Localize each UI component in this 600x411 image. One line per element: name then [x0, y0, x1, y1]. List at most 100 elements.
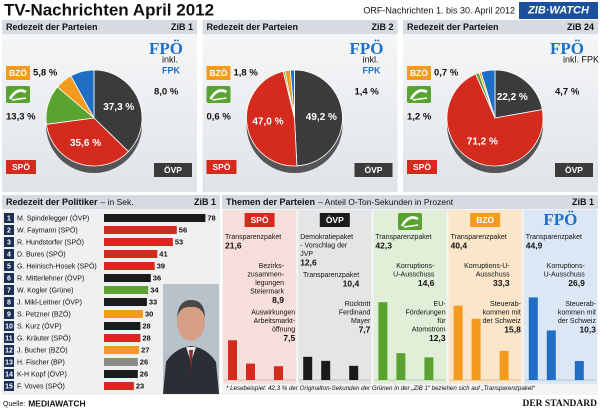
pie-label: 22,2 %: [497, 92, 528, 103]
rank-box: [4, 369, 14, 379]
rank-box: [4, 345, 14, 355]
pie-label: 0,7 %: [434, 68, 459, 79]
topic-label: U-Ausschuss: [544, 271, 586, 278]
topic-label: Korruptions-: [396, 263, 435, 270]
logo-box: [555, 163, 593, 177]
logo-box: [206, 160, 237, 174]
rank-box: [4, 261, 14, 271]
topic-label: Demokratiepaket: [300, 234, 353, 241]
bar: [104, 238, 173, 246]
politician-name: S. Kurz (ÖVP): [17, 322, 61, 330]
bar-value: 30: [145, 309, 153, 318]
topic-label: U-Ausschuss: [393, 271, 435, 278]
rank: 13: [5, 359, 13, 366]
topic-label: öffnung: [272, 326, 295, 333]
rank-box: [4, 333, 14, 343]
topic-label: Ausschuss: [476, 271, 510, 278]
topic-value: 14,6: [418, 278, 435, 288]
pie-label: 8,0 %: [154, 87, 179, 98]
logo-box: [319, 213, 350, 227]
topic-label: - Vorschlag der: [300, 242, 348, 249]
logo-text: ÖVP: [164, 165, 182, 175]
page-subtitle: ORF-Nachrichten 1. bis 30. April 2012: [363, 5, 515, 15]
rank-box: [4, 381, 14, 391]
rank-box: [4, 321, 14, 331]
rank: 10: [5, 323, 13, 330]
bar-value: 36: [153, 273, 161, 282]
logo-green-mark: [212, 97, 227, 101]
topic-label: Transparenzpaket: [451, 234, 507, 241]
rank: 1: [7, 215, 11, 222]
bar: [104, 334, 141, 342]
panel-header: [2, 20, 197, 34]
bar: [104, 250, 158, 258]
rank: 2: [7, 227, 11, 234]
source: MEDIAWATCH: [28, 398, 85, 408]
publisher: DER STANDARD: [522, 399, 597, 409]
logo-text: SPÖ: [251, 215, 269, 225]
pie-label: 35,6 %: [70, 138, 101, 149]
pie-slice: [246, 70, 298, 167]
bar-value: 26: [140, 369, 148, 378]
bar: [104, 382, 134, 390]
topic-value: 42,3: [375, 240, 392, 250]
pie-label: 49,2 %: [306, 112, 337, 123]
logo-text: ÖVP: [326, 215, 344, 225]
bar: [453, 305, 463, 380]
pie-label: 4,7 %: [555, 87, 580, 98]
topic-value: 10,4: [343, 278, 360, 288]
rank-box: [4, 213, 14, 223]
logo-green-mark: [400, 216, 419, 227]
logo-text: BZÖ: [9, 68, 27, 78]
topic-label: zusammen-: [247, 271, 284, 278]
logo-green-mark: [409, 89, 428, 100]
pie-label: 37,3 %: [103, 102, 134, 113]
politician-name: M. Spindelegger (ÖVP): [17, 214, 89, 222]
topic-label: Korruptions-: [547, 263, 586, 270]
panel-title: Redezeit der Parteien: [6, 22, 98, 32]
pie-slice: [289, 69, 295, 119]
panel-title: Redezeit der Parteien: [207, 22, 299, 32]
bar: [246, 363, 255, 380]
politician-name: G. Kräuter (SPÖ): [17, 334, 71, 342]
politician-name: H. Fischer (BP): [17, 359, 65, 366]
politician-name: J. Mikl-Leitner (ÖVP): [17, 298, 82, 306]
politician-name: G. Heinisch-Hosek (SPÖ): [17, 262, 97, 270]
logo-text: BZÖ: [210, 68, 228, 78]
rank-box: [4, 237, 14, 247]
logo-text: SPÖ: [12, 162, 30, 172]
logo-box: [407, 160, 437, 174]
bar: [104, 274, 151, 282]
topic-value: 21,6: [225, 240, 242, 250]
topic-value: 44,9: [526, 240, 543, 250]
topic-label: der Schweiz: [558, 318, 597, 325]
pie-slice: [446, 73, 544, 167]
panel-title: Redezeit der Parteien: [407, 22, 499, 32]
topic-label: Steuerab-: [565, 301, 596, 308]
topic-label: Transparenzpaket: [225, 234, 281, 241]
rank: 11: [5, 335, 13, 342]
topic-value: 7,5: [283, 333, 295, 343]
rank: 8: [7, 299, 11, 306]
politician-name: K-H Kopf (ÖVP): [17, 370, 67, 378]
logo-note: inkl.: [363, 54, 379, 64]
bar: [104, 310, 143, 318]
logo-green: [407, 86, 431, 103]
bar: [104, 358, 138, 366]
panel-subtitle: – in Sek.: [101, 197, 134, 207]
bar: [228, 340, 237, 380]
topic-label: Steiermark: [250, 288, 284, 295]
pie-label: 13,3 %: [6, 112, 36, 123]
bar: [104, 370, 138, 378]
topic-value: 40,4: [451, 240, 468, 250]
politician-name: D. Bures (SPÖ): [17, 250, 66, 258]
bar: [471, 318, 481, 380]
topic-label: Transparenzpaket: [526, 234, 582, 241]
bar-value: 41: [159, 249, 167, 258]
bar-value: 26: [140, 357, 148, 366]
photo: [177, 300, 205, 318]
topic-value: 12,3: [429, 333, 446, 343]
logo-green: [6, 86, 30, 103]
